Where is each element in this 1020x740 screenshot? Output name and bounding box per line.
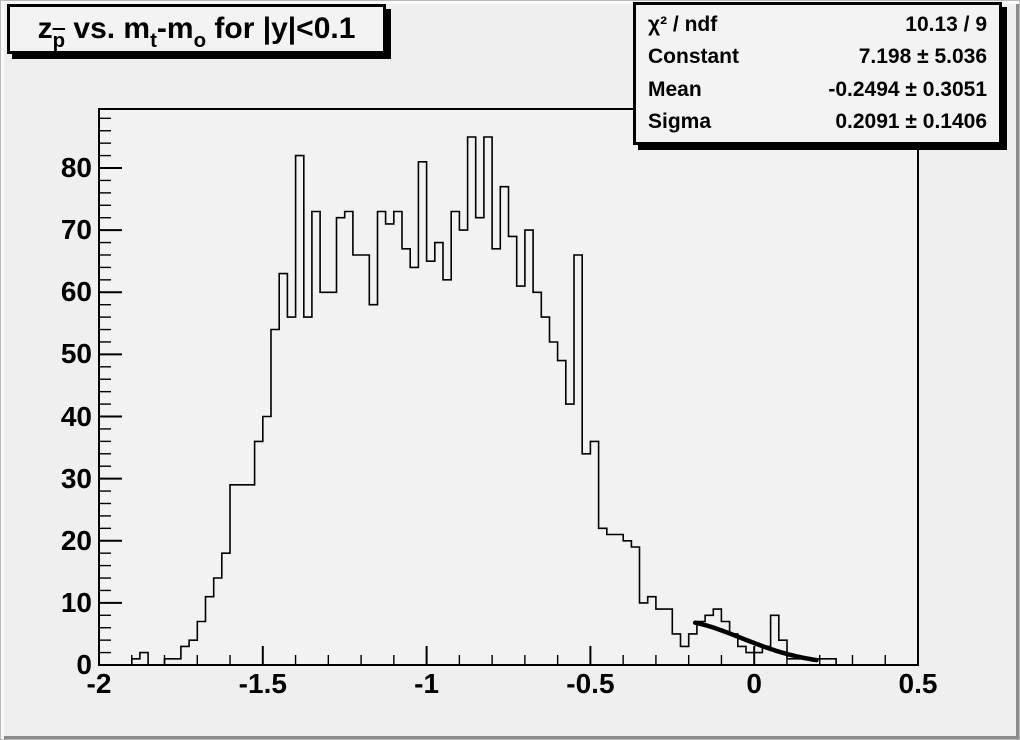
gaussian-fit-curve — [692, 620, 819, 663]
stat-label: Sigma — [648, 109, 712, 133]
x-axis-ticks — [98, 646, 919, 664]
stats-row-chi2: χ² / ndf 10.13 / 9 — [648, 13, 987, 37]
title-pave: zp vs. mt-mo for |y|<0.1 — [7, 4, 386, 54]
stats-row-sigma: Sigma 0.2091 ± 0.1406 — [648, 110, 987, 134]
title-segment: t — [150, 30, 157, 53]
stats-row-mean: Mean -0.2494 ± 0.3051 — [648, 78, 987, 102]
stat-label: Constant — [648, 45, 739, 69]
title-segment: -m — [156, 12, 194, 45]
title-segment: p — [52, 30, 66, 53]
stat-value: 0.2091 ± 0.1406 — [835, 109, 987, 133]
stat-label: Mean — [648, 77, 702, 101]
stat-value: 10.13 / 9 — [905, 13, 987, 37]
histogram-title: zp vs. mt-mo for |y|<0.1 — [37, 12, 356, 51]
title-segment: z — [37, 12, 53, 45]
title-segment: vs. m — [65, 12, 151, 45]
stat-value: 7.198 ± 5.036 — [858, 45, 987, 69]
stat-value: -0.2494 ± 0.3051 — [828, 77, 987, 101]
stat-label: χ² / ndf — [648, 13, 718, 37]
stats-pave: χ² / ndf 10.13 / 9 Constant 7.198 ± 5.03… — [633, 2, 1002, 145]
title-segment: for |y|<0.1 — [206, 12, 356, 45]
stats-row-constant: Constant 7.198 ± 5.036 — [648, 45, 987, 69]
title-segment: o — [193, 30, 207, 53]
